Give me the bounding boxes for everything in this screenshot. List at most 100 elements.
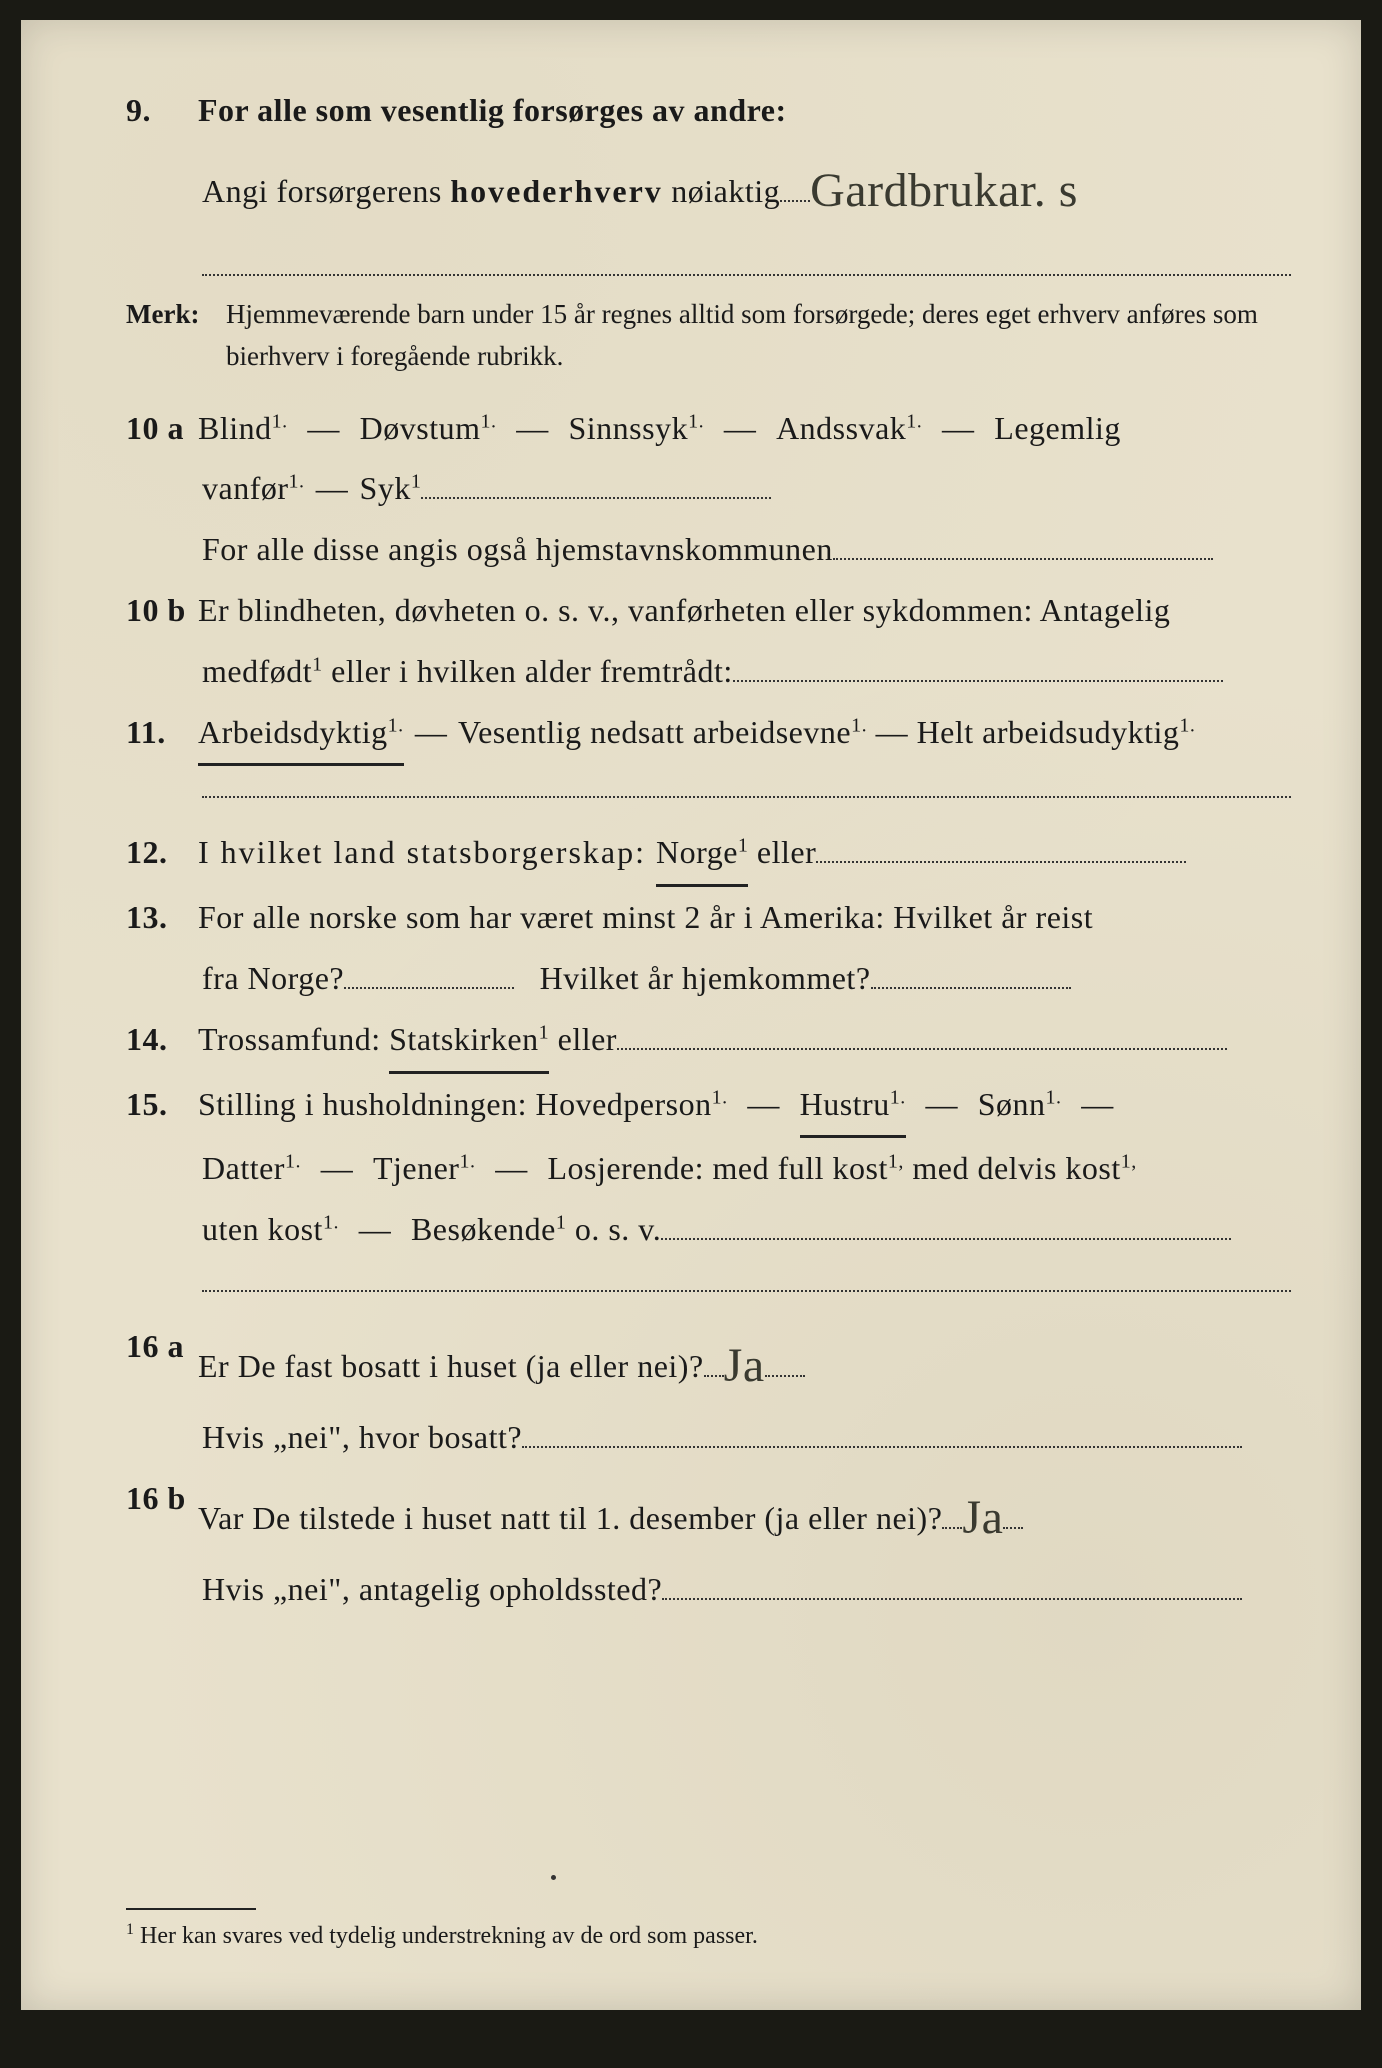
q10a-l3: For alle disse angis også hjemstavnskomm…: [202, 531, 833, 567]
sup: 1: [556, 1212, 567, 1234]
q12-num: 12.: [126, 822, 198, 883]
opt-leg: Legemlig: [994, 410, 1121, 446]
opt-sinn: Sinnssyk: [568, 410, 688, 446]
dots: [662, 1568, 1242, 1600]
q15-line3: uten kost1. — Besøkende1 o. s. v.: [202, 1199, 1291, 1260]
opt-vanfor: vanfør: [202, 470, 289, 506]
dash: —: [356, 1199, 394, 1260]
q9-l2a: Angi forsørgerens: [202, 173, 450, 209]
sup: 1.: [388, 714, 404, 736]
dots: [816, 831, 1186, 863]
dots: [421, 467, 771, 499]
sup: 1: [539, 1021, 550, 1043]
dash: —: [412, 702, 450, 763]
sup: 1,: [1121, 1151, 1137, 1173]
dots: [617, 1017, 1227, 1049]
hustru-label: Hustru: [800, 1086, 890, 1122]
merk-row: Merk:Hjemmeværende barn under 15 år regn…: [126, 294, 1291, 378]
q16b-handwritten: Ja: [962, 1491, 1003, 1544]
q16a-num: 16 a: [126, 1316, 198, 1377]
opt-hovedperson: Stilling i husholdningen: Hovedperson: [198, 1086, 712, 1122]
sup: 1.: [480, 410, 496, 432]
q15-etc: o. s. v.: [566, 1211, 661, 1247]
q16a-handwritten: Ja: [724, 1339, 765, 1392]
q16a-l1: Er De fast bosatt i huset (ja eller nei)…: [198, 1348, 704, 1384]
opt-utenkost: uten kost: [202, 1211, 323, 1247]
dash: —: [939, 398, 977, 459]
sup: 1.: [459, 1151, 475, 1173]
sup: 1.: [851, 714, 867, 736]
sup: 1.: [712, 1086, 728, 1108]
q15-num: 15.: [126, 1074, 198, 1135]
dots: [733, 649, 1223, 681]
footnote: 1 Her kan svares ved tydelig understrekn…: [126, 1921, 758, 1950]
opt-arbeidsdyktig-selected: Arbeidsdyktig1.: [198, 702, 404, 767]
sup: 1.: [289, 471, 305, 493]
q11: 11.Arbeidsdyktig1. — Vesentlig nedsatt a…: [126, 702, 1291, 767]
dots: [1003, 1497, 1023, 1529]
q9-handwritten: Gardbrukar. s: [810, 164, 1078, 217]
sup: 1.: [323, 1212, 339, 1234]
norge-label: Norge: [656, 834, 738, 870]
opt-blind: Blind: [198, 410, 272, 446]
sup: 1.: [688, 410, 704, 432]
separator: [202, 796, 1291, 798]
q16a-body: Er De fast bosatt i huset (ja eller nei)…: [198, 1316, 1283, 1407]
q16b-line1: 16 bVar De tilstede i huset natt til 1. …: [126, 1468, 1291, 1559]
q15-line1: 15.Stilling i husholdningen: Hovedperson…: [126, 1074, 1291, 1139]
q10b-line2: medfødt1 eller i hvilken alder fremtrådt…: [202, 641, 1291, 702]
q10b-line1: 10 bEr blindheten, døvheten o. s. v., va…: [126, 580, 1291, 641]
sup: 1: [312, 653, 323, 675]
footnote-num: 1: [126, 1921, 134, 1938]
q12: 12.I hvilket land statsborgerskap: Norge…: [126, 822, 1291, 887]
dots: [833, 528, 1213, 560]
q16a-line2: Hvis „nei", hvor bosatt?: [202, 1407, 1291, 1468]
q13-l2a: fra Norge?: [202, 960, 344, 996]
footnote-rule: [126, 1908, 256, 1910]
q10b-num: 10 b: [126, 580, 198, 641]
q10b-l2b: eller i hvilken alder fremtrådt:: [323, 653, 733, 689]
dash: —: [513, 398, 551, 459]
q11-body: Arbeidsdyktig1. — Vesentlig nedsatt arbe…: [198, 702, 1283, 767]
dots: [871, 957, 1071, 989]
dots: [704, 1345, 724, 1377]
dots: [765, 1345, 805, 1377]
sup: 1.: [272, 410, 288, 432]
q13-l2b: Hvilket år hjemkommet?: [540, 960, 871, 996]
q13-l1: For alle norske som har været minst 2 år…: [198, 887, 1283, 948]
opt-besokende: Besøkende: [411, 1211, 556, 1247]
q9-line1: 9.For alle som vesentlig forsørges av an…: [126, 80, 1291, 141]
sup: 1,: [888, 1151, 904, 1173]
opt-nedsatt: Vesentlig nedsatt arbeidsevne: [458, 714, 851, 750]
merk-text: Hjemmeværende barn under 15 år regnes al…: [226, 294, 1281, 378]
opt-hustru-selected: Hustru1.: [800, 1074, 906, 1139]
q13-line1: 13.For alle norske som har været minst 2…: [126, 887, 1291, 948]
q12-post: eller: [748, 834, 816, 870]
q16b-l2: Hvis „nei", antagelig opholdssted?: [202, 1571, 662, 1607]
dots: [942, 1497, 962, 1529]
q12-body: I hvilket land statsborgerskap: Norge1 e…: [198, 822, 1283, 887]
sup: 1: [411, 471, 422, 493]
opt-medfodt: medfødt: [202, 653, 312, 689]
q14: 14.Trossamfund: Statskirken1 eller: [126, 1009, 1291, 1074]
dash: —: [318, 1138, 356, 1199]
q16a-l2: Hvis „nei", hvor bosatt?: [202, 1419, 522, 1455]
opt-datter: Datter: [202, 1150, 285, 1186]
q14-post: eller: [549, 1021, 617, 1057]
dash: —: [745, 1074, 783, 1135]
opt-sonn: Sønn: [978, 1086, 1046, 1122]
arbeids-label: Arbeidsdyktig: [198, 714, 388, 750]
stray-dot: [551, 1875, 556, 1880]
dots: [344, 957, 514, 989]
opt-delviskost: med delvis kost: [904, 1150, 1121, 1186]
stat-label: Statskirken: [389, 1021, 538, 1057]
opt-fullkost: Losjerende: med full kost: [547, 1150, 887, 1186]
opt-udyktig: — Helt arbeidsudyktig: [867, 714, 1179, 750]
opt-norge-selected: Norge1: [656, 822, 748, 887]
q16a-line1: 16 aEr De fast bosatt i huset (ja eller …: [126, 1316, 1291, 1407]
footnote-text: Her kan svares ved tydelig understreknin…: [134, 1923, 758, 1949]
dash: —: [1079, 1074, 1117, 1135]
q10a-num: 10 a: [126, 398, 198, 459]
q16b-body: Var De tilstede i huset natt til 1. dese…: [198, 1468, 1283, 1559]
sup: 1.: [1046, 1086, 1062, 1108]
